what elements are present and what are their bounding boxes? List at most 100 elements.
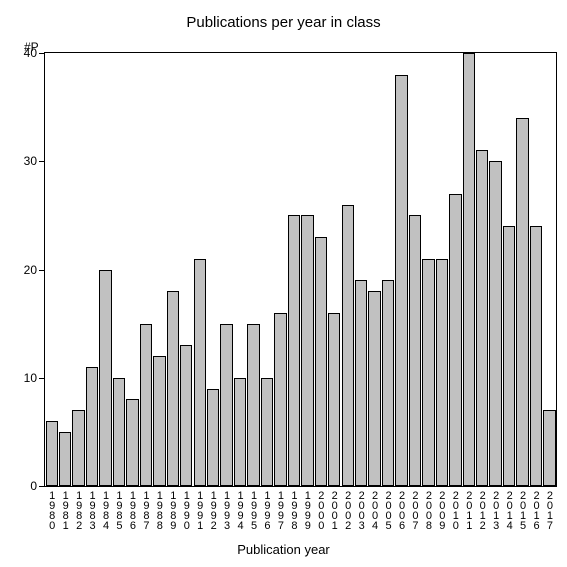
x-tick-label: 1998 (288, 490, 299, 530)
bar-slot: 2000 (314, 53, 327, 486)
bar-slot: 1986 (126, 53, 139, 486)
x-tick-label: 2016 (531, 490, 542, 530)
x-tick-label: 1992 (208, 490, 219, 530)
bar (530, 226, 542, 486)
bar (436, 259, 448, 486)
bar-slot: 1984 (99, 53, 112, 486)
x-tick-label: 1984 (100, 490, 111, 530)
bar (126, 399, 138, 486)
bar (167, 291, 179, 486)
bar (543, 410, 555, 486)
x-tick-label: 2004 (369, 490, 380, 530)
bars-group: 1980198119821983198419851986198719881989… (45, 53, 556, 486)
bar-slot: 1994 (233, 53, 246, 486)
plot-area: 1980198119821983198419851986198719881989… (44, 52, 557, 487)
bar-slot: 1991 (193, 53, 206, 486)
bar-slot: 2001 (328, 53, 341, 486)
bar (261, 378, 273, 486)
bar-slot: 1995 (247, 53, 260, 486)
bar (59, 432, 71, 486)
x-tick-label: 1994 (235, 490, 246, 530)
bar (234, 378, 246, 486)
bar-slot: 1980 (45, 53, 58, 486)
x-tick-label: 1989 (167, 490, 178, 530)
x-tick-label: 2014 (504, 490, 515, 530)
x-tick-label: 1990 (181, 490, 192, 530)
bar-slot: 2011 (462, 53, 475, 486)
x-tick-label: 1999 (302, 490, 313, 530)
x-tick-label: 2006 (396, 490, 407, 530)
bar-slot: 2004 (368, 53, 381, 486)
bar-slot: 1999 (301, 53, 314, 486)
bar (489, 161, 501, 486)
x-tick-label: 2013 (490, 490, 501, 530)
bar (180, 345, 192, 486)
x-tick-label: 2007 (409, 490, 420, 530)
bar (516, 118, 528, 486)
bar (194, 259, 206, 486)
bar-slot: 1990 (180, 53, 193, 486)
x-tick-label: 2017 (544, 490, 555, 530)
bar-slot: 2012 (476, 53, 489, 486)
bar (328, 313, 340, 486)
bar-slot: 2006 (395, 53, 408, 486)
bar (274, 313, 286, 486)
x-tick-label: 1985 (113, 490, 124, 530)
bar-slot: 2010 (449, 53, 462, 486)
x-tick-label: 1997 (275, 490, 286, 530)
y-tick-label: 10 (24, 371, 37, 385)
bar-slot: 2017 (543, 53, 556, 486)
bar (342, 205, 354, 486)
bar-slot: 1992 (206, 53, 219, 486)
x-tick-label: 1988 (154, 490, 165, 530)
x-tick-label: 1981 (60, 490, 71, 530)
y-tick-label: 40 (24, 46, 37, 60)
x-tick-label: 1991 (194, 490, 205, 530)
y-tick (39, 486, 45, 487)
bar-slot: 2014 (502, 53, 515, 486)
bar-slot: 1981 (58, 53, 71, 486)
x-tick-label: 2002 (342, 490, 353, 530)
chart-title: Publications per year in class (0, 14, 567, 31)
x-tick-label: 2009 (436, 490, 447, 530)
bar-slot: 2016 (529, 53, 542, 486)
x-tick-label: 2005 (383, 490, 394, 530)
bar-slot: 2015 (516, 53, 529, 486)
bar-slot: 1993 (220, 53, 233, 486)
x-tick-label: 2015 (517, 490, 528, 530)
x-tick-label: 1980 (46, 490, 57, 530)
x-tick-label: 1983 (87, 490, 98, 530)
y-tick-label: 20 (24, 263, 37, 277)
x-axis-label: Publication year (0, 542, 567, 557)
bar (220, 324, 232, 486)
x-tick-label: 1986 (127, 490, 138, 530)
x-tick-label: 1982 (73, 490, 84, 530)
x-tick-label: 2012 (477, 490, 488, 530)
x-tick-label: 1987 (140, 490, 151, 530)
y-tick (39, 270, 45, 271)
x-tick-label: 2010 (450, 490, 461, 530)
bar (301, 215, 313, 486)
bar (503, 226, 515, 486)
bar-slot: 1989 (166, 53, 179, 486)
bar (72, 410, 84, 486)
y-tick-label: 0 (30, 479, 37, 493)
bar-slot: 1988 (153, 53, 166, 486)
bar-slot: 1996 (260, 53, 273, 486)
bar (86, 367, 98, 486)
x-tick-label: 2001 (329, 490, 340, 530)
bar (140, 324, 152, 486)
bar (409, 215, 421, 486)
bar (355, 280, 367, 486)
bar-slot: 1983 (85, 53, 98, 486)
bar (288, 215, 300, 486)
x-tick-label: 2008 (423, 490, 434, 530)
bar (368, 291, 380, 486)
bar-slot: 2002 (341, 53, 354, 486)
bar (315, 237, 327, 486)
bar-slot: 2003 (354, 53, 367, 486)
bar-slot: 1982 (72, 53, 85, 486)
chart-container: Publications per year in class #P 198019… (0, 0, 567, 567)
bar (207, 389, 219, 486)
y-tick (39, 378, 45, 379)
